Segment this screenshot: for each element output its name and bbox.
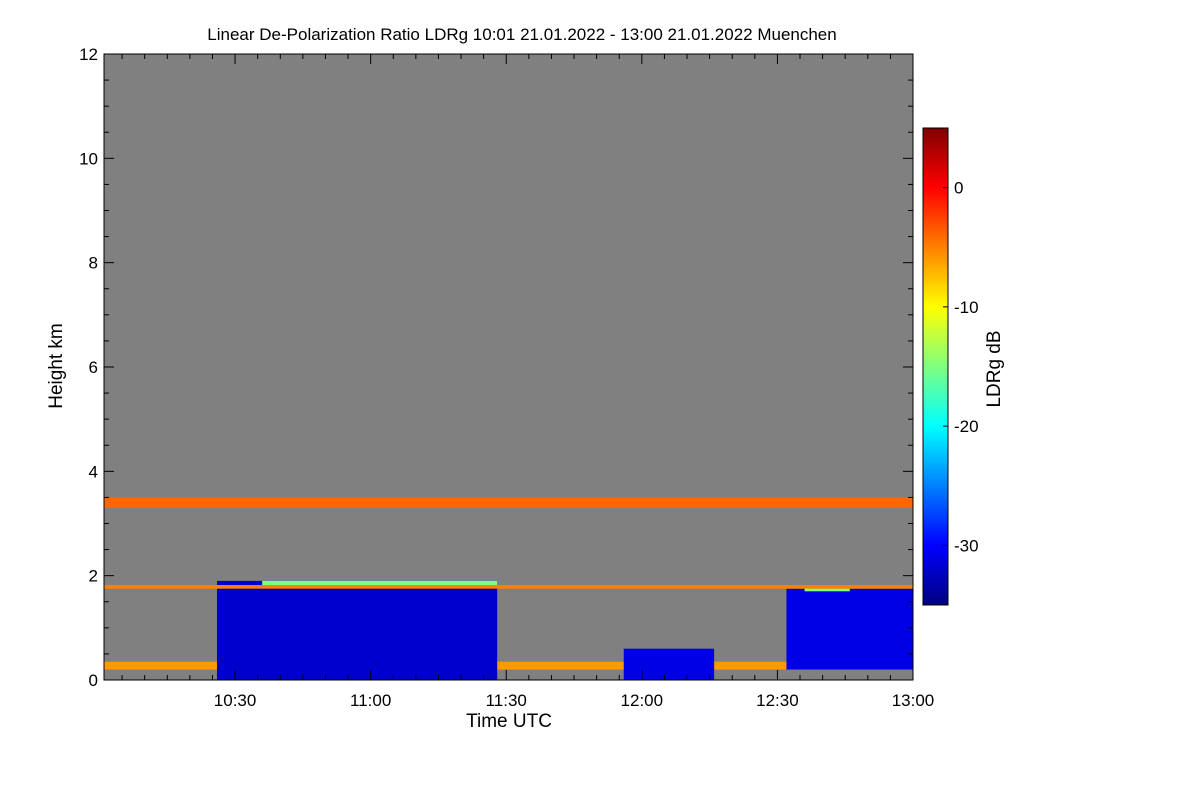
x-axis-label: Time UTC	[466, 711, 552, 732]
y-tick-label: 12	[79, 45, 98, 64]
x-axis: 10:30 11:00 11:30 12:00 12:30 13:00	[121, 54, 935, 710]
y-axis: 0 2 4 6 8 10 12	[79, 45, 913, 690]
x-tick-label: 10:30	[214, 691, 257, 710]
y-tick-label: 6	[89, 358, 98, 377]
colorbar-ticks: 0 -10 -20 -30	[943, 179, 979, 555]
colorbar-gradient	[922, 127, 949, 606]
heatmap-feature-7	[104, 497, 913, 508]
colorbar-tick-label: -30	[954, 536, 979, 555]
x-tick-label: 12:00	[621, 691, 664, 710]
plot-area: 10:30 11:00 11:30 12:00 12:30 13:00 0 2 4 6 8 10 12	[79, 45, 934, 710]
y-tick-label: 0	[89, 671, 98, 690]
x-tick-label: 11:30	[486, 691, 527, 710]
chart-title: Linear De-Polarization Ratio LDRg 10:01 …	[207, 25, 836, 44]
heatmap-feature-1	[216, 580, 498, 680]
heatmap-feature-0	[104, 661, 913, 670]
plot-background	[104, 54, 913, 680]
y-tick-label: 8	[89, 254, 98, 273]
x-tick-label: 12:30	[756, 691, 799, 710]
heatmap-feature-5	[623, 648, 715, 680]
colorbar-label: LDRg dB	[984, 330, 1005, 407]
colorbar: 0 -10 -20 -30 LDRg dB	[922, 127, 1005, 606]
y-axis-label: Height km	[46, 323, 67, 409]
heatmap-layer	[104, 497, 913, 680]
colorbar-tick-label: -10	[954, 298, 979, 317]
x-tick-label: 11:00	[350, 691, 391, 710]
y-tick-label: 10	[79, 149, 98, 168]
heatmap-feature-2	[262, 580, 498, 587]
colorbar-tick-label: 0	[954, 179, 963, 198]
heatmap-feature-6	[104, 585, 913, 589]
heatmap-feature-3	[786, 588, 913, 670]
x-tick-label: 13:00	[892, 691, 935, 710]
y-tick-label: 2	[89, 567, 98, 586]
y-tick-label: 4	[89, 462, 98, 481]
colorbar-tick-label: -20	[954, 417, 979, 436]
